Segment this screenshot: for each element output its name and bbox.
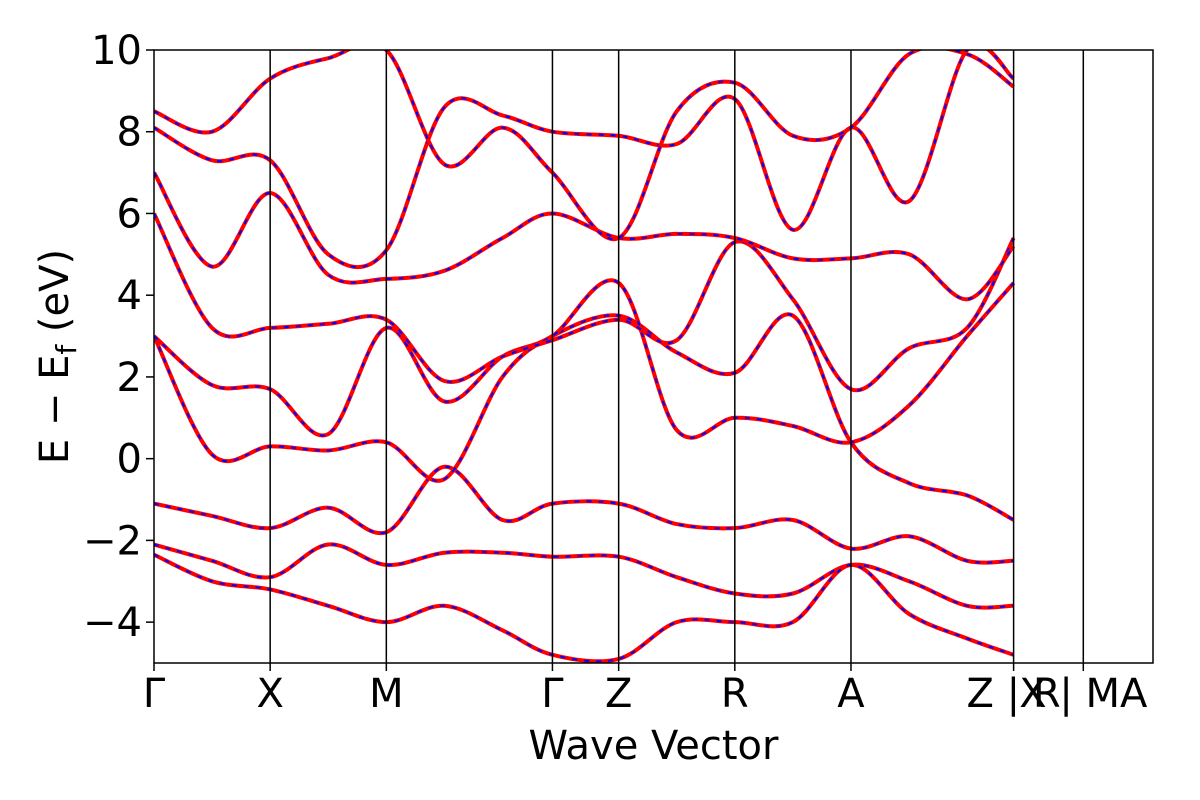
band-1-line bbox=[154, 464, 1014, 565]
band-7-dashed-line bbox=[154, 172, 1015, 301]
x-tick-label: Z | R bbox=[967, 671, 1061, 717]
x-tick-label: X bbox=[256, 671, 283, 717]
y-tick-label: −4 bbox=[83, 600, 142, 646]
x-tick-label: A bbox=[837, 671, 865, 717]
band-5-line bbox=[154, 278, 1016, 445]
band-4-dashed-line bbox=[154, 313, 1015, 521]
y-tick-label: 2 bbox=[117, 355, 142, 401]
x-tick-label: M bbox=[369, 671, 404, 717]
x-tick-label: R bbox=[721, 671, 749, 717]
series-layer bbox=[154, 50, 1016, 663]
band-4-line bbox=[154, 312, 1015, 522]
band-2-dashed-line bbox=[154, 543, 1014, 609]
band-1-dashed-line bbox=[154, 465, 1014, 564]
x-axis-label: Wave Vector bbox=[529, 723, 780, 769]
x-tick-label: X | MA bbox=[1019, 671, 1148, 717]
y-tick-label: 4 bbox=[117, 273, 142, 319]
y-axis-label-subscript: f bbox=[50, 344, 83, 355]
x-tick-label: Γ bbox=[541, 671, 564, 717]
band-2-line bbox=[154, 542, 1014, 610]
y-axis-ticks: −4 −2 0 2 4 6 8 10 bbox=[83, 28, 154, 646]
y-tick-label: 0 bbox=[117, 437, 142, 483]
band-7-line bbox=[154, 171, 1016, 302]
x-tick-label: Z bbox=[605, 671, 632, 717]
kpoint-lines bbox=[269, 50, 1085, 663]
y-tick-label: 10 bbox=[91, 28, 142, 74]
plot-frame bbox=[153, 49, 1154, 664]
band-3-dashed-line bbox=[154, 553, 1014, 663]
band-8-line bbox=[154, 50, 1015, 269]
y-tick-label: −2 bbox=[83, 518, 142, 564]
band-8-dashed-line bbox=[154, 50, 1015, 268]
band-5-dashed-line bbox=[154, 279, 1015, 444]
y-axis-label: E − Ef (eV) bbox=[32, 249, 83, 464]
y-tick-label: 6 bbox=[117, 191, 142, 237]
y-tick-label: 8 bbox=[117, 110, 142, 156]
y-axis-label-unit: (eV) bbox=[32, 249, 78, 345]
y-axis-label-main: E − E bbox=[32, 355, 78, 465]
band-9-dashed-line bbox=[154, 50, 1015, 241]
x-tick-label: Γ bbox=[143, 671, 166, 717]
